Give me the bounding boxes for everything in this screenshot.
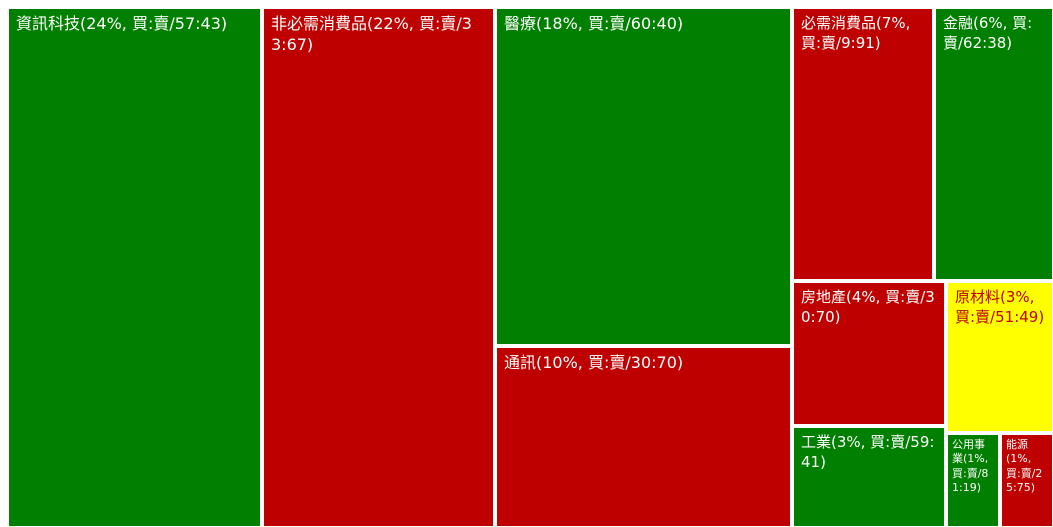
sector-tile: 能源(1%, 買:賣/25:75) [1001,434,1053,527]
sector-label: 房地產(4%, 買:賣/30:70) [801,288,935,326]
sector-label: 非必需消費品(22%, 買:賣/33:67) [271,14,472,54]
sector-tile: 工業(3%, 買:賣/59:41) [793,427,945,527]
sector-label: 金融(6%, 買:賣/62:38) [943,14,1033,52]
sector-label: 通訊(10%, 買:賣/30:70) [504,353,684,372]
sector-tile: 醫療(18%, 買:賣/60:40) [496,8,791,345]
sector-tile: 金融(6%, 買:賣/62:38) [935,8,1053,280]
sector-tile: 公用事業(1%, 買:賣/81:19) [947,434,999,527]
sector-label: 必需消費品(7%, 買:賣/9:91) [801,14,911,52]
sector-tile: 房地產(4%, 買:賣/30:70) [793,282,945,425]
sector-label: 工業(3%, 買:賣/59:41) [801,433,935,471]
sector-tile: 原材料(3%, 買:賣/51:49) [947,282,1053,432]
sector-label: 醫療(18%, 買:賣/60:40) [504,14,684,33]
sector-label: 公用事業(1%, 買:賣/81:19) [952,438,989,494]
sector-tile: 非必需消費品(22%, 買:賣/33:67) [263,8,494,527]
sector-label: 資訊科技(24%, 買:賣/57:43) [16,14,228,33]
sector-tile: 通訊(10%, 買:賣/30:70) [496,347,791,527]
sector-tile: 必需消費品(7%, 買:賣/9:91) [793,8,933,280]
sector-label: 能源(1%, 買:賣/25:75) [1006,438,1043,494]
sector-label: 原材料(3%, 買:賣/51:49) [955,288,1045,326]
sector-tile: 資訊科技(24%, 買:賣/57:43) [8,8,261,527]
